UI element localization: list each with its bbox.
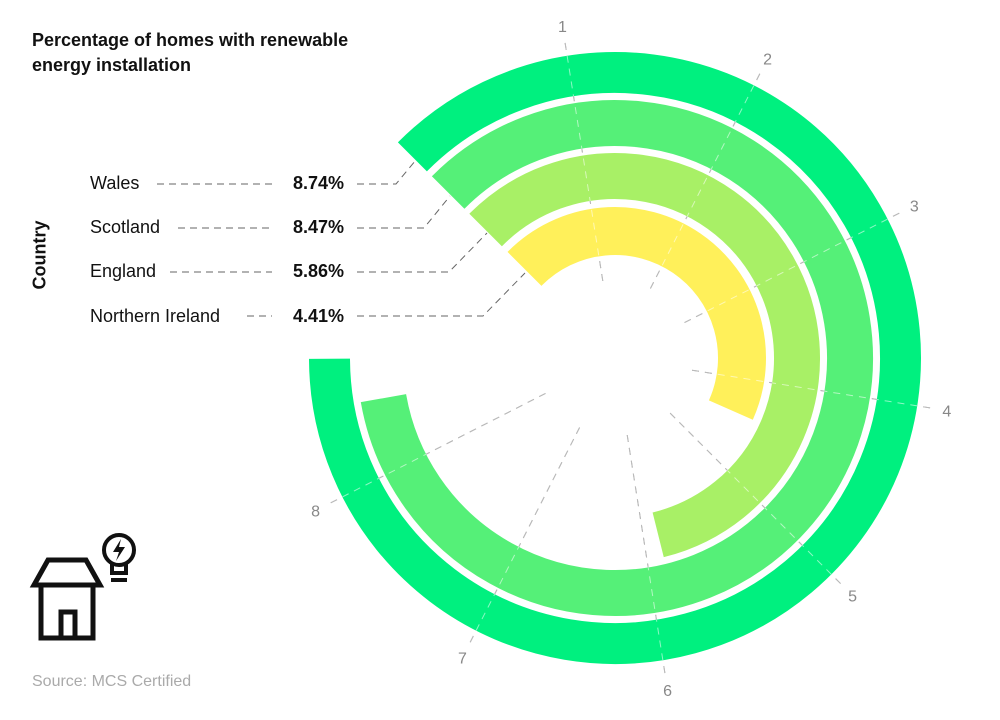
tick-label-1: 1 — [558, 19, 567, 36]
leader-line-england — [170, 232, 488, 273]
value-label-england: 5.86% — [292, 261, 344, 281]
leader-line-scotland — [178, 195, 451, 229]
gridline-overlay-3 — [684, 211, 903, 324]
tick-label-3: 3 — [910, 198, 919, 215]
value-label-scotland: 8.47% — [292, 217, 344, 237]
leader-line-northern-ireland — [247, 272, 526, 317]
category-label-northern-ireland: Northern Ireland — [90, 306, 221, 326]
gridline-overlay-1 — [564, 39, 604, 282]
chart-title: Percentage of homes with renewable energ… — [32, 30, 349, 75]
category-label-england: England — [90, 261, 157, 281]
tick-label-4: 4 — [942, 404, 951, 421]
tick-label-5: 5 — [848, 589, 857, 606]
house-with-lightbulb-icon — [29, 533, 136, 641]
category-label-wales: Wales — [90, 173, 140, 193]
value-label-northern-ireland: 4.41% — [292, 306, 344, 326]
gridline-overlay-7 — [468, 427, 581, 646]
gridline-overlay-8 — [327, 392, 546, 505]
leader-line-wales — [157, 159, 417, 185]
tick-label-7: 7 — [458, 650, 467, 667]
gridline-overlay-2 — [649, 70, 762, 289]
bar-england — [469, 153, 820, 558]
value-label-wales: 8.74% — [292, 173, 344, 193]
gridline-overlay-4 — [691, 369, 934, 409]
category-label-scotland: Scotland — [90, 217, 161, 237]
bar-wales — [308, 52, 921, 664]
tick-label-8: 8 — [311, 504, 320, 521]
source-note: Source: MCS Certified — [32, 673, 192, 690]
bar-scotland — [360, 100, 873, 617]
bar-northern-ireland — [507, 207, 766, 420]
tick-label-6: 6 — [663, 683, 672, 700]
gridline-overlay-5 — [669, 412, 844, 587]
tick-label-2: 2 — [763, 52, 772, 69]
gridline-overlay-6 — [626, 434, 666, 677]
